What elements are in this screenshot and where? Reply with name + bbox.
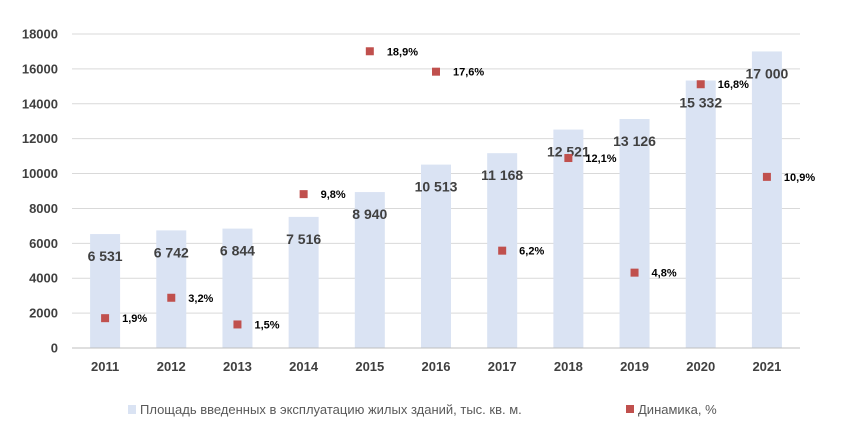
bar-value-label: 10 513: [415, 179, 458, 195]
bar: [619, 119, 650, 348]
legend-marker-label: Динамика, %: [638, 402, 717, 417]
x-tick-label: 2012: [157, 359, 186, 374]
marker: [101, 314, 110, 323]
x-tick-label: 2015: [355, 359, 384, 374]
y-tick-label: 4000: [29, 271, 58, 286]
marker: [762, 172, 771, 181]
bar: [421, 164, 451, 348]
x-tick-label: 2018: [554, 359, 583, 374]
marker-value-label: 4,8%: [652, 268, 677, 280]
x-tick-label: 2013: [223, 359, 252, 374]
bar-value-label: 17 000: [745, 65, 788, 81]
bar-value-label: 13 126: [613, 133, 656, 149]
marker-value-label: 3,2%: [188, 293, 213, 305]
marker-value-label: 17,6%: [453, 67, 484, 79]
bar: [751, 51, 782, 348]
marker: [365, 47, 374, 56]
y-tick-label: 6000: [29, 236, 58, 251]
bar-value-label: 6 844: [220, 243, 255, 259]
marker: [564, 154, 573, 163]
y-tick-label: 16000: [22, 61, 58, 76]
marker: [299, 190, 308, 199]
bar: [553, 129, 584, 348]
y-tick-label: 14000: [22, 96, 58, 111]
y-tick-label: 8000: [29, 201, 58, 216]
marker-value-label: 10,9%: [784, 172, 815, 184]
y-tick-label: 12000: [22, 131, 58, 146]
bar-value-label: 6 531: [88, 248, 123, 264]
bar-value-label: 8 940: [352, 206, 387, 222]
bar-value-label: 6 742: [154, 244, 189, 260]
x-tick-label: 2016: [422, 359, 451, 374]
y-tick-label: 18000: [22, 27, 58, 42]
marker-value-label: 9,8%: [321, 189, 346, 201]
bar-value-label: 11 168: [481, 167, 523, 183]
bar: [90, 234, 121, 348]
y-axis-ticks: 0 2000 4000 6000 8000 10000 12000 14000 16000 180…: [22, 27, 58, 356]
bar-value-label: 12 521: [547, 144, 590, 160]
x-axis-ticks: 2011 2012 2013 2014 2015 2016 2017 2018 2019 2020…: [91, 359, 781, 374]
bar-data-labels: 6 531 6 742 6 844 7 516 8 940 10 513 11 168 12 …: [88, 65, 789, 264]
legend-marker-swatch: [626, 405, 634, 413]
bar-series: [90, 51, 782, 348]
marker-value-label: 12,1%: [585, 153, 616, 165]
bar: [288, 216, 319, 348]
marker-value-label: 1,5%: [254, 319, 279, 331]
legend-bar-swatch: [128, 405, 136, 414]
y-tick-label: 10000: [22, 166, 58, 181]
bar-value-label: 7 516: [286, 231, 321, 247]
bar-value-label: 15 332: [679, 95, 722, 111]
x-tick-label: 2011: [91, 359, 119, 374]
marker: [630, 268, 639, 277]
marker: [498, 246, 507, 255]
marker-series: [101, 47, 771, 329]
bar: [156, 230, 187, 348]
x-tick-label: 2017: [488, 359, 517, 374]
marker-value-label: 1,9%: [122, 313, 147, 325]
marker: [233, 320, 242, 329]
marker: [167, 293, 176, 302]
legend-bar-label: Площадь введенных в эксплуатацию жилых з…: [140, 402, 522, 417]
marker-data-labels: 1,9% 3,2% 1,5% 9,8% 18,9% 17,6% 6,2% 12,1% 4,8% 1…: [122, 46, 815, 331]
marker-value-label: 16,8%: [718, 79, 749, 91]
x-tick-label: 2021: [752, 359, 781, 374]
x-tick-label: 2020: [686, 359, 715, 374]
x-tick-label: 2019: [620, 359, 649, 374]
marker: [696, 80, 705, 89]
y-tick-label: 2000: [29, 306, 58, 321]
marker-value-label: 18,9%: [387, 46, 418, 58]
bar: [685, 80, 716, 348]
marker-value-label: 6,2%: [519, 246, 544, 258]
y-tick-label: 0: [51, 341, 58, 356]
bar: [354, 192, 385, 348]
x-tick-label: 2014: [289, 359, 319, 374]
marker: [432, 67, 440, 76]
legend: Площадь введенных в эксплуатацию жилых з…: [128, 402, 717, 417]
